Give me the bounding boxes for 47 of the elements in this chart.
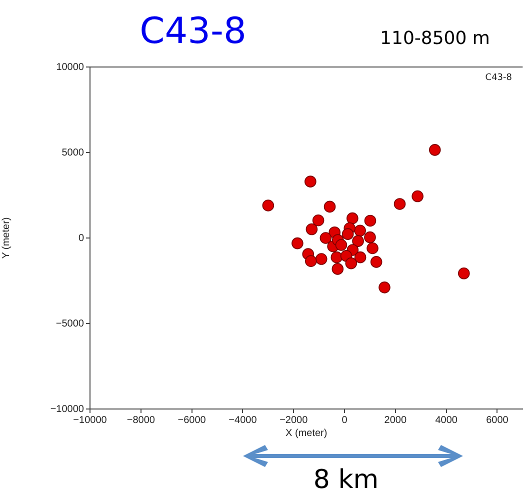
point <box>315 253 328 265</box>
x-tick-label: 0 <box>342 414 348 426</box>
x-tick-label: 4000 <box>435 414 458 426</box>
point <box>330 251 343 264</box>
point <box>428 144 441 156</box>
point <box>292 237 304 250</box>
point <box>352 235 364 247</box>
point <box>364 231 376 244</box>
point <box>320 232 332 244</box>
point <box>304 176 316 188</box>
x-tick-label: −10000 <box>73 414 108 426</box>
point <box>345 257 358 270</box>
point <box>370 256 382 268</box>
point <box>324 200 336 213</box>
point <box>342 228 354 240</box>
y-tick-label: −5000 <box>56 318 84 330</box>
y-axis-title: Y (meter) <box>0 217 12 259</box>
point <box>335 239 348 251</box>
x-tick-label: −8000 <box>126 414 156 426</box>
y-tick-label: 5000 <box>62 147 84 158</box>
point <box>346 212 358 224</box>
point <box>378 282 390 294</box>
point <box>354 224 366 237</box>
x-tick-label: −6000 <box>178 414 206 426</box>
x-axis-title: X (meter) <box>286 428 328 439</box>
y-tick-label: 0 <box>78 232 84 244</box>
point <box>312 214 324 226</box>
point <box>364 214 376 227</box>
point <box>332 263 344 275</box>
point <box>305 255 317 267</box>
point <box>306 223 318 236</box>
point <box>354 251 366 264</box>
chart-title: C43-8 <box>140 11 246 52</box>
point <box>366 242 378 254</box>
x-tick-label: −2000 <box>280 414 308 426</box>
y-tick-label: 10000 <box>56 62 84 73</box>
text: 8 km <box>313 465 379 494</box>
chart-subtitle: 110-8500 m <box>380 28 490 49</box>
x-tick-label: −4000 <box>228 414 258 426</box>
point <box>262 200 274 212</box>
x-tick-label: 2000 <box>384 414 407 426</box>
annotation: C43-8 <box>485 73 512 83</box>
x-tick-label: 6000 <box>486 414 509 426</box>
point <box>458 267 470 280</box>
y-tick-label: −10000 <box>50 404 84 415</box>
point <box>394 198 406 210</box>
point <box>412 190 424 202</box>
